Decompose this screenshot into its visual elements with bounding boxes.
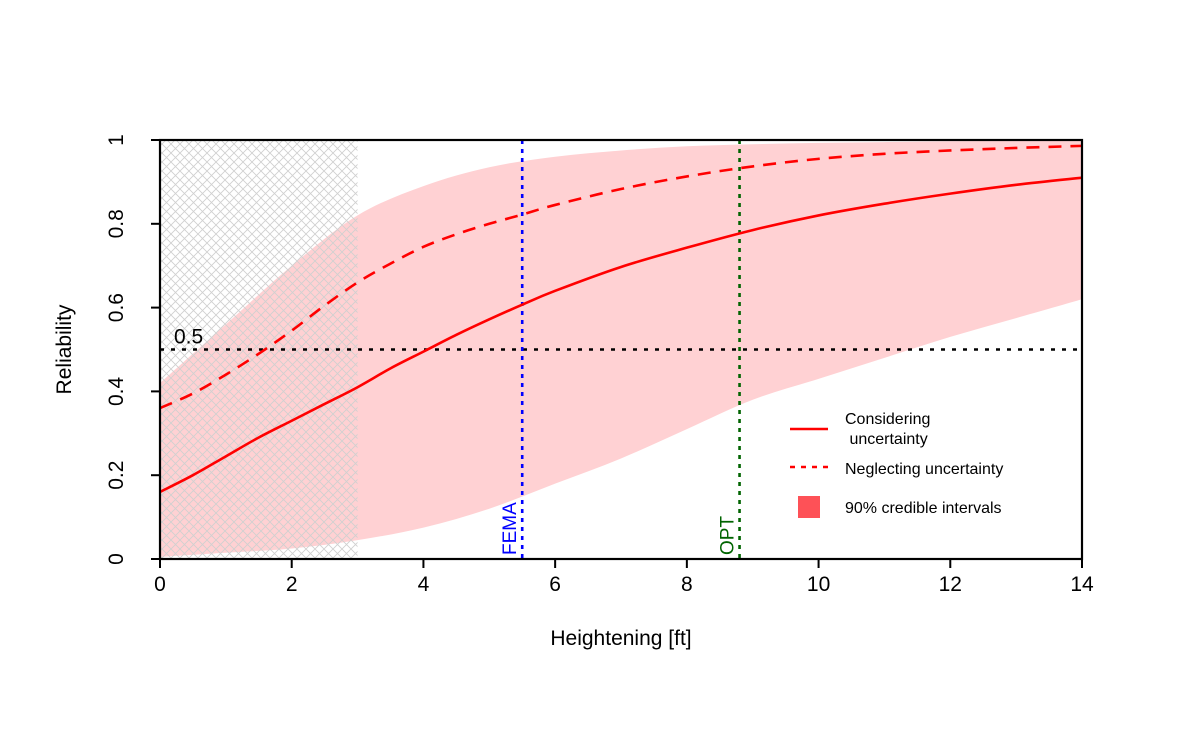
legend-label-neglecting: Neglecting uncertainty: [845, 461, 1003, 478]
y-tick-label: 0: [105, 553, 128, 565]
hatched-region: [160, 140, 358, 559]
plot-frame: [158, 138, 1084, 561]
series-line-considering: [160, 176, 1082, 494]
threshold-line: 0.5: [160, 326, 1082, 351]
series-line-neglecting: [160, 144, 1082, 410]
legend-label-interval: 90% credible intervals: [845, 500, 1002, 517]
legend: Considering uncertainty Neglecting uncert…: [790, 411, 1003, 518]
hatched-area: [160, 140, 358, 559]
x-tick-label: 0: [154, 573, 166, 596]
legend-label-considering: Considering uncertainty: [845, 411, 930, 448]
credible-interval-area: [160, 140, 1082, 557]
y-tick-label: 0.6: [105, 293, 128, 322]
x-tick-label: 6: [549, 573, 561, 596]
x-tick-label: 12: [939, 573, 962, 596]
vline-label-fema: FEMA: [500, 502, 521, 555]
reference-lines: FEMA OPT: [500, 140, 741, 559]
vline-label-opt: OPT: [718, 516, 739, 555]
x-tick-label: 10: [807, 573, 830, 596]
x-tick-label: 4: [418, 573, 430, 596]
x-tick-label: 8: [681, 573, 693, 596]
x-tick-label: 2: [286, 573, 298, 596]
y-tick-label: 1: [105, 134, 128, 146]
y-tick-label: 0.8: [105, 209, 128, 238]
credible-interval-band: [160, 140, 1082, 557]
x-axis-title: Heightening [ft]: [550, 627, 691, 650]
x-tick-label: 14: [1070, 573, 1094, 596]
y-tick-label: 0.2: [105, 461, 128, 490]
series-lines: [160, 144, 1082, 494]
y-axis-title: Reliability: [53, 304, 76, 394]
hline-label: 0.5: [174, 326, 203, 349]
y-tick-label: 0.4: [105, 376, 128, 406]
legend-swatch-interval: [798, 496, 820, 518]
axes: 0 2 4 6 8 10 12 14 0 0.2 0.4 0.6 0.8 1 Heightening [ft…: [53, 134, 1094, 650]
